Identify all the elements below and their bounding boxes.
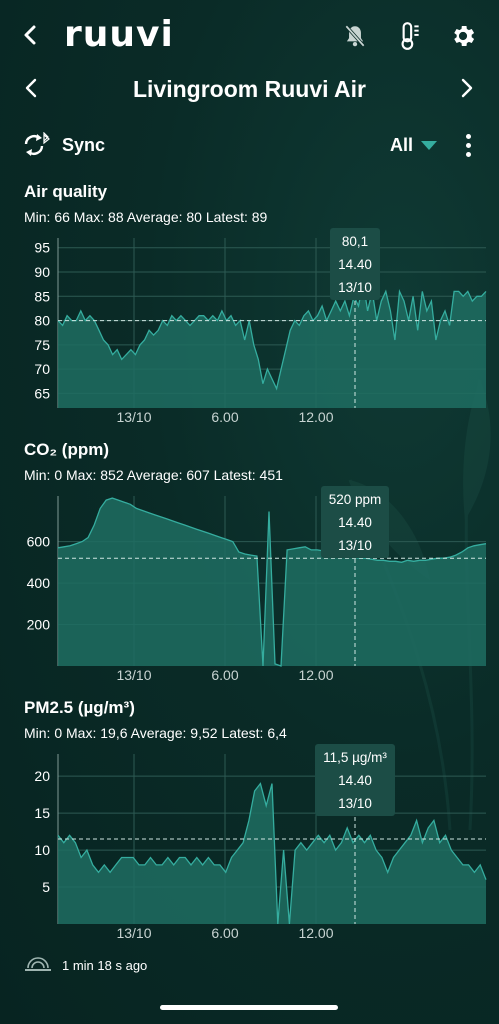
tooltip-text: 80,1 — [342, 234, 368, 249]
more-options-button[interactable] — [456, 130, 480, 160]
ruuvi-logo: ruuvi — [64, 14, 174, 55]
air-quality-stats: Min: 66 Max: 88 Average: 80 Latest: 89 — [24, 209, 268, 225]
co2-title: CO₂ (ppm) — [24, 440, 109, 459]
last-updated: 1 min 18 s ago — [24, 954, 147, 976]
y-tick-label: 10 — [34, 842, 50, 858]
tooltip-text: 13/10 — [338, 538, 372, 553]
series-line — [57, 782, 487, 925]
y-tick-label: 200 — [27, 617, 51, 633]
bell-muted-icon — [345, 25, 365, 47]
air-quality-title: Air quality — [24, 182, 108, 201]
co2-stats: Min: 0 Max: 852 Average: 607 Latest: 451 — [24, 467, 283, 483]
y-tick-label: 95 — [34, 240, 50, 256]
tooltip-text: 11,5 µg/m³ — [323, 750, 387, 765]
pm25-chart[interactable]: 20 15 10 5 13/10 6.00 12.00 11,5 µg/m³ 14.40 13/1… — [0, 742, 499, 952]
y-tick-label: 75 — [34, 337, 50, 353]
y-tick-label: 600 — [27, 534, 51, 550]
gear-icon — [454, 25, 475, 47]
bluetooth-sync-icon — [24, 132, 50, 156]
range-label: All — [390, 134, 414, 155]
sensor-settings-button[interactable] — [393, 20, 425, 52]
x-tick-label: 13/10 — [116, 925, 151, 941]
chevron-left-icon — [25, 78, 37, 98]
tooltip-text: 14.40 — [338, 773, 372, 788]
range-selector[interactable]: All — [390, 132, 438, 158]
thermometer-icon — [401, 22, 419, 50]
chart-tooltip: 520 ppm 14.40 13/10 — [321, 486, 389, 558]
top-bar: ruuvi — [0, 0, 499, 72]
previous-sensor-button[interactable] — [18, 70, 46, 106]
tooltip-text: 520 ppm — [329, 492, 382, 507]
y-tick-label: 5 — [42, 879, 50, 895]
x-tick-label: 6.00 — [211, 409, 238, 425]
y-tick-label: 15 — [34, 805, 50, 821]
x-tick-label: 12.00 — [298, 409, 333, 425]
area-fill — [58, 498, 486, 666]
tooltip-text: 13/10 — [338, 796, 372, 811]
back-arrow-icon — [24, 25, 36, 45]
y-tick-label: 85 — [34, 288, 50, 304]
sync-button[interactable]: Sync — [22, 130, 105, 160]
pm25-stats: Min: 0 Max: 19,6 Average: 9,52 Latest: 6… — [24, 725, 287, 741]
co2-chart[interactable]: 600 400 200 13/10 6.00 12.00 520 ppm 14.40 13/10 — [0, 484, 499, 694]
sync-label: Sync — [62, 134, 106, 155]
series-line — [57, 497, 487, 667]
y-tick-label: 90 — [34, 264, 50, 280]
next-sensor-button[interactable] — [452, 70, 480, 106]
y-tick-label: 80 — [34, 313, 50, 329]
alert-button[interactable] — [339, 20, 371, 52]
y-tick-label: 70 — [34, 361, 50, 377]
x-tick-label: 13/10 — [116, 409, 151, 425]
chart-tooltip: 11,5 µg/m³ 14.40 13/10 — [315, 744, 395, 816]
more-vertical-icon — [465, 133, 471, 139]
chevron-right-icon — [461, 78, 473, 98]
back-button[interactable] — [18, 20, 44, 50]
x-tick-label: 13/10 — [116, 667, 151, 683]
y-tick-label: 65 — [34, 385, 50, 401]
tooltip-text: 14.40 — [338, 515, 372, 530]
x-tick-label: 6.00 — [211, 925, 238, 941]
series-line — [57, 281, 487, 391]
app-settings-button[interactable] — [447, 20, 479, 52]
x-tick-label: 6.00 — [211, 667, 238, 683]
home-indicator[interactable] — [160, 1005, 338, 1010]
air-quality-chart[interactable]: 95 90 85 80 75 70 65 13/10 6.00 12.00 80,1 14.40 13/… — [0, 226, 499, 436]
y-tick-label: 20 — [34, 768, 50, 784]
dropdown-caret-icon — [421, 140, 438, 150]
tooltip-text: 14.40 — [338, 257, 372, 272]
y-tick-label: 400 — [27, 575, 51, 591]
x-tick-label: 12.00 — [298, 925, 333, 941]
chart-tooltip: 80,1 14.40 13/10 — [330, 228, 380, 300]
x-tick-label: 12.00 — [298, 667, 333, 683]
gateway-icon — [25, 957, 51, 971]
sensor-name: Livingroom Ruuvi Air — [133, 76, 366, 102]
area-fill — [58, 783, 486, 924]
last-updated-text: 1 min 18 s ago — [62, 957, 148, 973]
tooltip-text: 13/10 — [338, 280, 372, 295]
pm25-title: PM2.5 (µg/m³) — [24, 698, 135, 717]
